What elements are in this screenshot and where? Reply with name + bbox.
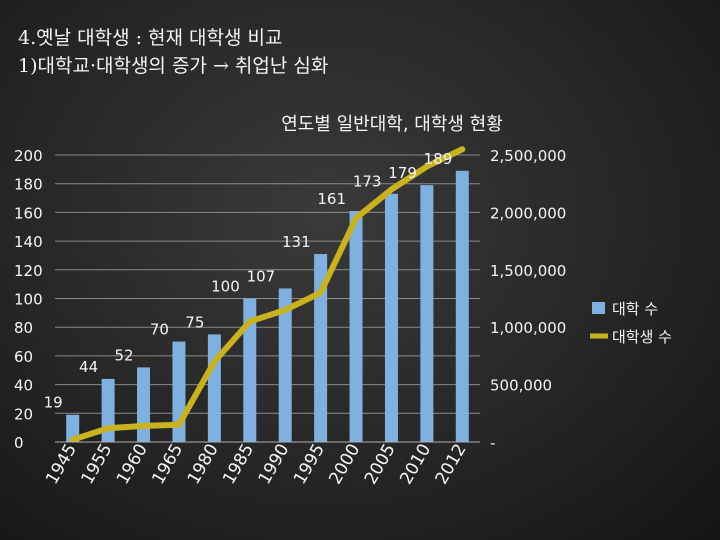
x-tick-label: 1960 xyxy=(113,441,152,488)
y-left-tick-label: 120 xyxy=(14,262,43,280)
y-right-tick-label: 2,000,000 xyxy=(490,204,566,222)
slide-heading: 4.옛날 대학생 : 현재 대학생 비교 1)대학교·대학생의 증가 → 취업난… xyxy=(18,24,328,80)
x-tick-label: 1955 xyxy=(78,441,117,488)
bar-series xyxy=(66,170,469,442)
bar xyxy=(384,193,398,442)
y-left-tick-label: 100 xyxy=(14,291,43,309)
bar-data-label: 44 xyxy=(79,358,98,376)
gridlines xyxy=(55,154,480,443)
bar-data-label: 52 xyxy=(114,346,133,364)
bar-data-label: 19 xyxy=(44,394,63,412)
bar xyxy=(207,334,221,442)
bar xyxy=(66,414,80,442)
bar-data-label: 173 xyxy=(353,173,382,191)
bar-data-label: 75 xyxy=(185,313,204,331)
x-tick-label: 1980 xyxy=(184,441,223,488)
bar xyxy=(455,170,469,442)
bar-data-label: 70 xyxy=(150,321,169,339)
bar-data-label: 189 xyxy=(424,150,453,168)
slide-heading-line1: 4.옛날 대학생 : 현재 대학생 비교 xyxy=(18,27,283,49)
y-left-tick-label: 200 xyxy=(14,147,43,165)
x-tick-label: 1995 xyxy=(290,441,329,488)
y-left-tick-label: 40 xyxy=(14,377,33,395)
x-tick-label: 2000 xyxy=(325,441,364,488)
y-right-tick-label: 500,000 xyxy=(490,377,552,395)
bar xyxy=(243,298,257,442)
y-left-tick-label: 80 xyxy=(14,319,33,337)
x-tick-label: 1945 xyxy=(42,441,81,488)
y-right-tick-label: 1,000,000 xyxy=(490,319,566,337)
x-tick-label: 2005 xyxy=(361,441,400,488)
line-series xyxy=(69,146,466,443)
y-left-tick-label: 60 xyxy=(14,348,33,366)
y-right-tick-label: 2,500,000 xyxy=(490,147,566,165)
y-left-tick-label: 20 xyxy=(14,405,33,423)
x-tick-label: 1985 xyxy=(219,441,258,488)
y-left-tick-label: 180 xyxy=(14,176,43,194)
line-series-path xyxy=(69,146,466,443)
slide-heading-line2: 1)대학교·대학생의 증가 → 취업난 심화 xyxy=(18,55,329,77)
bar-data-label: 179 xyxy=(388,164,417,182)
data-labels: 19 44 52 70 75 100 107 131 161 173 179 189 xyxy=(44,150,453,412)
bar xyxy=(278,288,292,442)
bar xyxy=(314,254,328,442)
x-tick-label: 1965 xyxy=(148,441,187,488)
x-tick-label: 1990 xyxy=(255,441,294,488)
bar xyxy=(420,185,434,442)
legend-bar-swatch xyxy=(592,302,605,314)
bar-data-label: 131 xyxy=(282,233,311,251)
bar xyxy=(137,367,151,442)
bar-data-label: 107 xyxy=(247,267,276,285)
chart-title: 연도별 일반대학, 대학생 현황 xyxy=(281,114,503,135)
y-left-tick-label: 0 xyxy=(14,434,24,452)
bar-data-label: 161 xyxy=(317,190,346,208)
bar-data-label: 100 xyxy=(211,278,240,296)
y-left-tick-label: 140 xyxy=(14,233,43,251)
y-right-tick-label: 1,500,000 xyxy=(490,262,566,280)
x-tick-label: 2010 xyxy=(396,441,435,488)
y-left-tick-label: 160 xyxy=(14,204,43,222)
bar xyxy=(349,210,363,442)
legend-bar-label: 대학 수 xyxy=(612,300,658,318)
legend-line-label: 대학생 수 xyxy=(612,328,672,346)
x-tick-label: 2012 xyxy=(432,441,471,488)
y-right-tick-label: - xyxy=(490,434,495,452)
